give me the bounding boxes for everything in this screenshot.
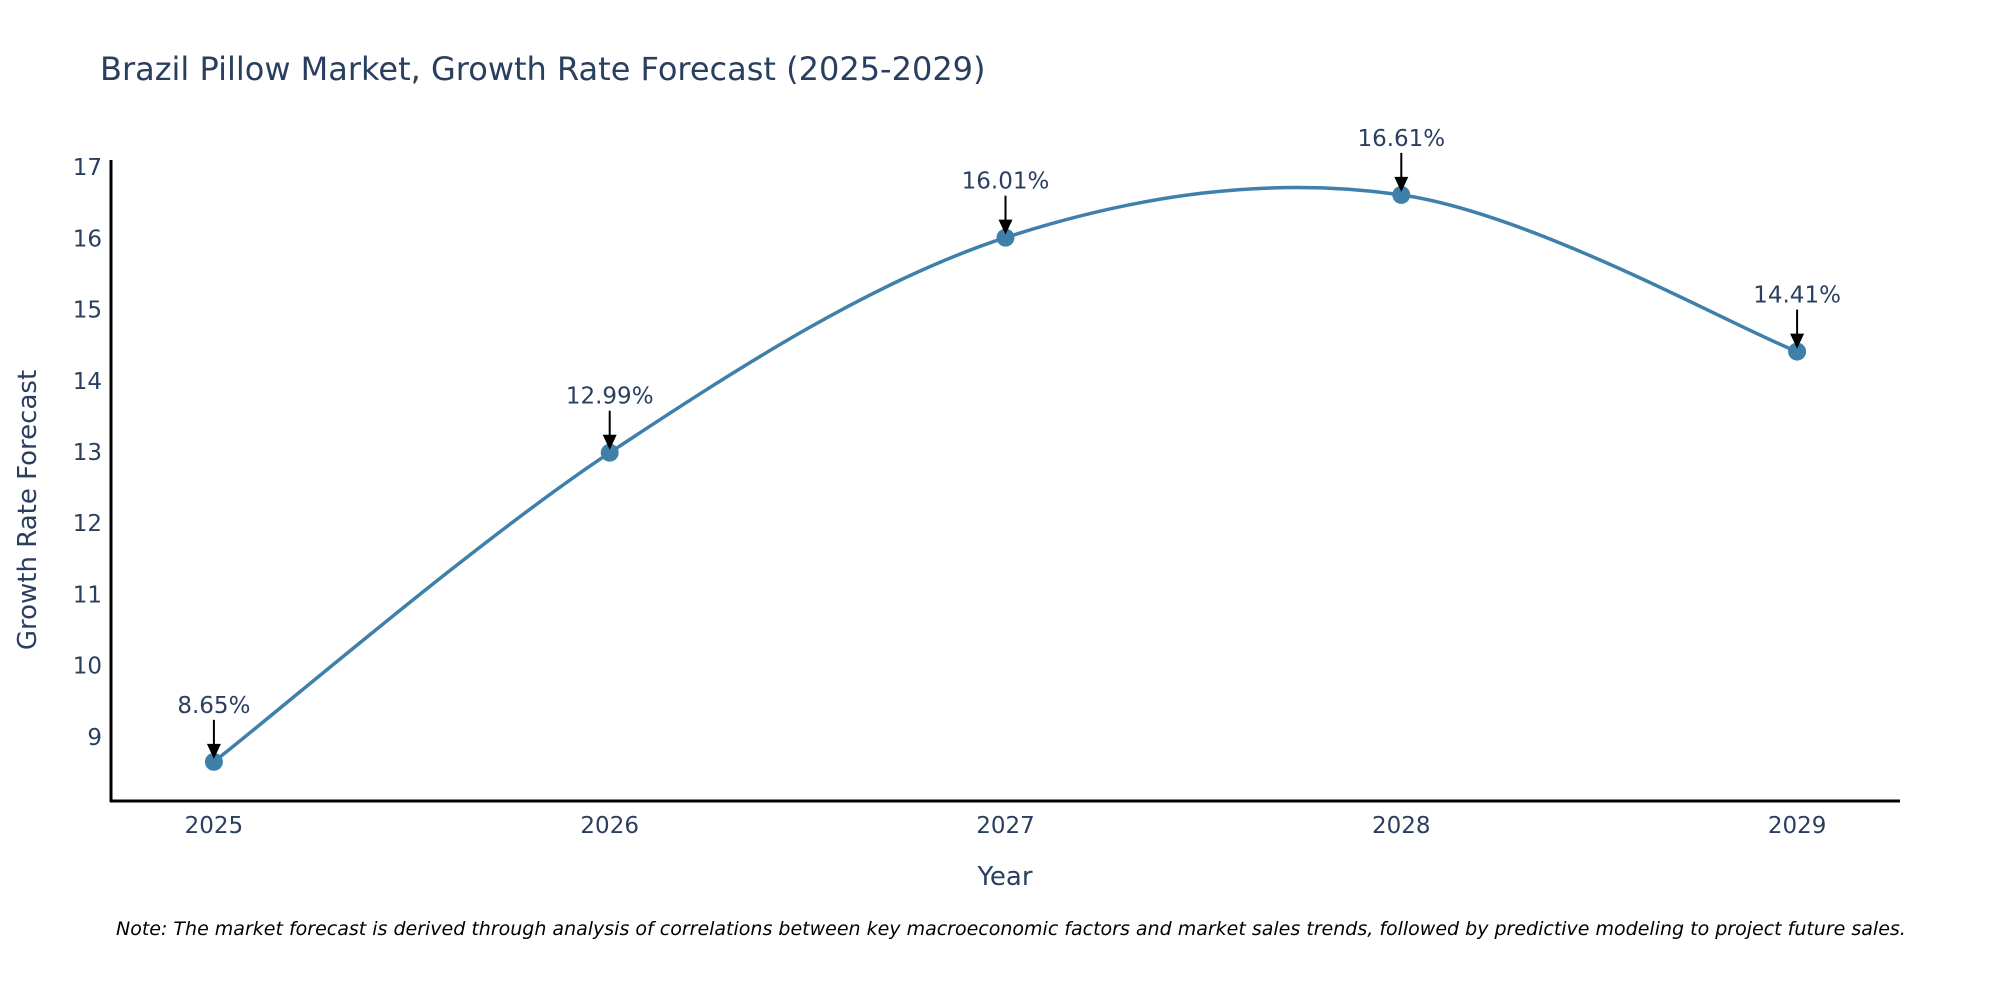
data-label: 14.41% — [1753, 283, 1841, 309]
y-tick-label: 16 — [73, 226, 102, 252]
x-tick-label: 2027 — [976, 813, 1035, 839]
annotation-arrow-head — [1394, 176, 1409, 192]
data-label: 12.99% — [566, 384, 654, 410]
chart-title: Brazil Pillow Market, Growth Rate Foreca… — [100, 50, 986, 88]
annotation-arrow-head — [1790, 333, 1805, 349]
y-tick-label: 12 — [73, 511, 102, 537]
annotation-arrow-head — [998, 219, 1013, 235]
data-label: 16.61% — [1357, 126, 1445, 152]
x-tick-label: 2026 — [580, 813, 639, 839]
y-tick-label: 14 — [73, 369, 102, 395]
y-tick-label: 17 — [73, 155, 102, 181]
x-axis-ticks: 2025 2026 2027 2028 2029 — [185, 813, 1827, 839]
data-point — [1788, 342, 1807, 361]
y-tick-label: 9 — [87, 725, 102, 751]
series-markers — [204, 185, 1807, 771]
x-tick-label: 2029 — [1768, 813, 1827, 839]
y-tick-label: 11 — [73, 582, 102, 608]
footnote: Note: The market forecast is derived thr… — [116, 918, 1906, 940]
x-axis-label: Year — [976, 862, 1032, 892]
data-label: 8.65% — [177, 693, 250, 719]
y-axis-label: Growth Rate Forecast — [13, 370, 43, 650]
x-tick-label: 2028 — [1372, 813, 1431, 839]
y-tick-label: 10 — [73, 654, 102, 680]
y-tick-label: 13 — [73, 440, 102, 466]
annotation-arrow-head — [602, 434, 617, 450]
data-point — [996, 228, 1015, 247]
data-point — [600, 443, 619, 462]
data-point — [1392, 185, 1411, 204]
y-tick-label: 15 — [73, 298, 102, 324]
data-label: 16.01% — [962, 169, 1050, 195]
data-point — [204, 752, 223, 771]
y-axis-ticks: 9 10 11 12 13 14 15 16 17 — [73, 155, 102, 751]
x-tick-label: 2025 — [185, 813, 244, 839]
data-label-annotations: 8.65% 12.99% 16.01% 16.61% 14.41% — [177, 126, 1841, 759]
series-line — [212, 185, 1798, 764]
annotation-arrow-head — [206, 743, 221, 759]
